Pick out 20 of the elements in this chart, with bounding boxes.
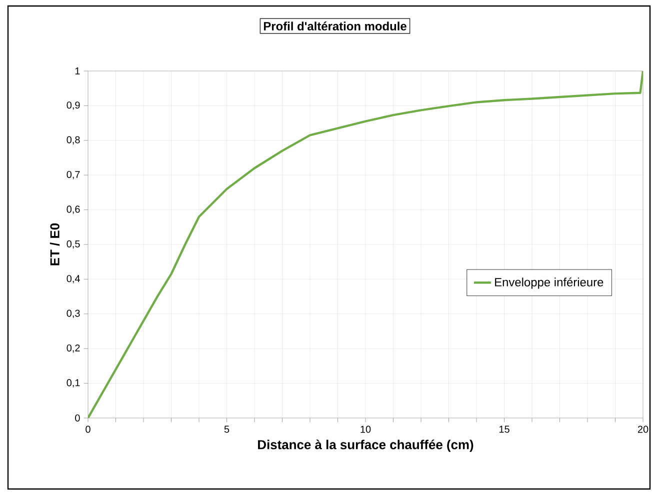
y-tick-label: 0,9: [66, 102, 80, 110]
x-tick-label: 10: [360, 426, 371, 433]
chart-title: Profil d'altération module: [264, 22, 406, 30]
x-tick-label: 0: [86, 426, 90, 433]
y-tick-label: 0,8: [66, 136, 80, 145]
y-tick-label: 0,7: [66, 170, 80, 180]
x-tick-label: 15: [499, 426, 510, 433]
y-tick-label: 0,6: [66, 206, 80, 214]
legend-label: Enveloppe inférieure: [495, 278, 604, 289]
y-tick-label: 0: [75, 414, 80, 422]
y-axis-title: ET / E0: [50, 223, 60, 266]
y-tick-label: 1: [75, 68, 80, 74]
y-tick-label: 0,1: [66, 379, 80, 388]
y-tick-label: 0,5: [66, 240, 80, 249]
y-tick-label: 0,4: [66, 275, 80, 284]
y-tick-label: 0,3: [66, 310, 80, 318]
x-axis-title: Distance à la surface chauffée (cm): [258, 440, 474, 452]
x-tick-label: 20: [638, 426, 648, 433]
y-tick-label: 0,2: [66, 344, 80, 353]
x-tick-label: 5: [224, 426, 230, 433]
